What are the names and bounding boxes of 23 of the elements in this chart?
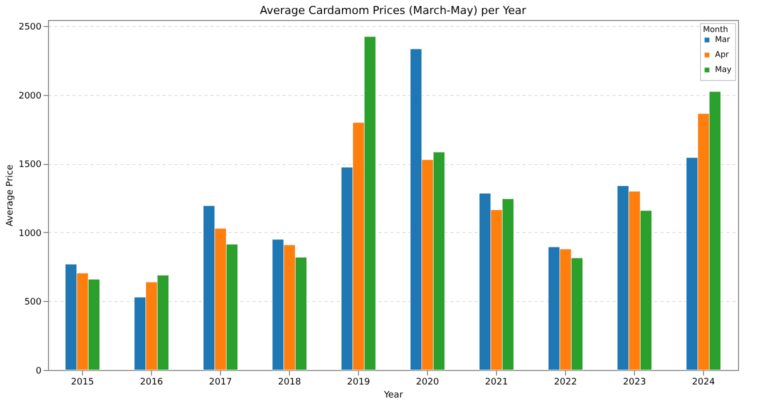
y-tick-label: 0 [36, 366, 42, 376]
x-tick-label: 2022 [554, 378, 577, 388]
x-tick-label: 2021 [485, 378, 508, 388]
x-tick-label: 2024 [692, 378, 716, 388]
x-tick-label: 2023 [623, 378, 646, 388]
y-tick-label: 1000 [18, 228, 42, 239]
y-tick-label: 2500 [18, 22, 42, 33]
x-axis-title: Year [382, 390, 404, 400]
x-tick-label: 2020 [416, 378, 440, 388]
y-tick-label: 2000 [18, 91, 42, 102]
legend-label: May [715, 65, 732, 74]
x-tick-label: 2018 [278, 378, 302, 388]
x-tick-label: 2015 [71, 378, 94, 388]
x-tick-label: 2017 [209, 378, 232, 388]
legend-title: Month [703, 25, 728, 34]
x-tick-label: 2019 [347, 378, 370, 388]
chart-title: Average Cardamom Prices (March-May) per Year [260, 4, 527, 17]
legend-label: Apr [715, 50, 730, 59]
legend-label: Mar [715, 35, 731, 44]
y-tick-label: 500 [24, 298, 42, 308]
y-tick-label: 1500 [18, 160, 42, 170]
x-tick-label: 2016 [140, 378, 164, 388]
y-axis-title: Average Price [6, 164, 16, 226]
